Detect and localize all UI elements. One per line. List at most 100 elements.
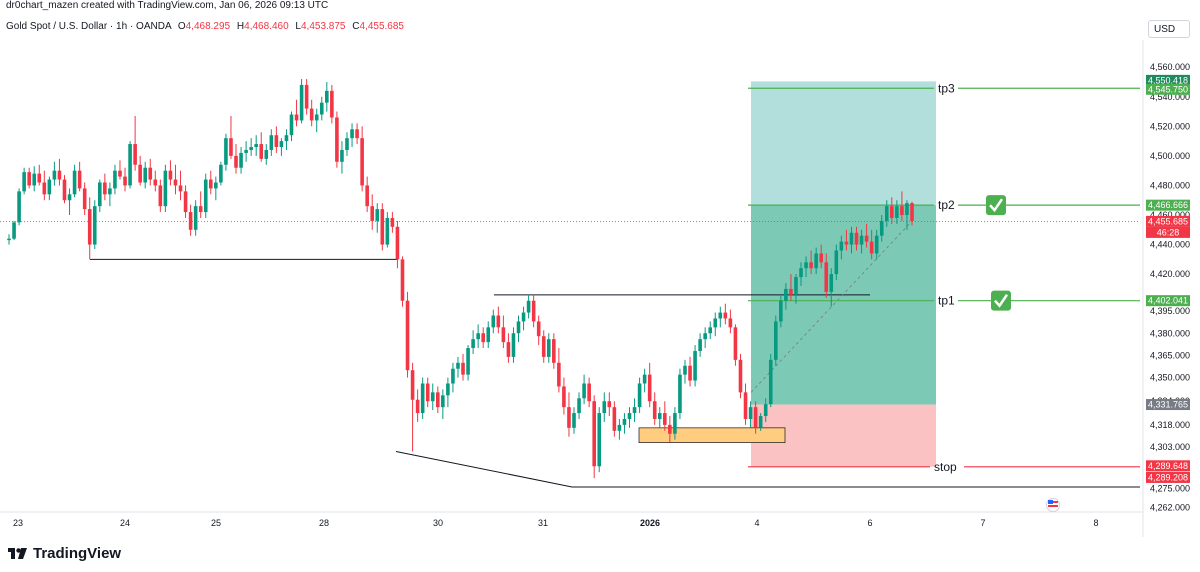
candle [829,268,834,307]
currency-selector[interactable]: USD [1148,20,1190,38]
candle [219,161,223,186]
candle-body [652,401,657,419]
ohlc-low-value: 4,453.875 [300,21,346,32]
candle-body [158,185,163,207]
candle [905,200,909,230]
demand-box [638,427,786,443]
candle-body [183,191,188,213]
candle [541,330,546,363]
candle-body [456,362,460,369]
candle [890,197,894,224]
candle [824,253,829,298]
candle [420,377,425,419]
ohlc-open-value: 4,468.295 [185,21,231,32]
candle-body [405,300,410,371]
candle-body [859,235,864,245]
candle [461,353,465,381]
candle-body [874,235,879,254]
price-label-last-bg [1146,215,1190,227]
candle-body [617,424,622,431]
candle [52,161,57,186]
price-tick: 4,540.000 [1150,92,1190,102]
price-axis[interactable]: 4,560.000 4,540.000 4,520.000 4,500.000 4,48… [1142,40,1190,537]
candle [385,212,390,248]
candle [864,223,869,248]
candle-body [299,84,304,121]
candle [229,115,233,159]
candle [7,234,11,245]
candle-body [622,418,627,425]
candle [103,173,107,201]
check-mark-bg [991,290,1011,311]
candle [133,115,137,171]
candle [87,197,92,260]
candle [713,312,718,337]
time-tick: 2026 [640,518,660,528]
price-tick: 4,560.000 [1150,62,1190,72]
candle-body [355,129,359,139]
candle-body [395,226,400,260]
candle-body [607,401,612,408]
candle-body [294,114,299,121]
price-label-zone-top-bg [1146,74,1190,86]
candle [663,401,667,431]
candle [557,348,561,393]
candle [577,392,581,419]
candle-body [895,206,899,218]
price-label-last: 4,455.685 [1146,215,1190,227]
candle-body [214,182,218,189]
candle [657,407,662,428]
candle [773,315,778,366]
candle-body [844,241,849,245]
candle [269,129,274,156]
candle-body [541,336,546,357]
price-label-tp3: 4,545.750 [1146,83,1190,95]
candle-body [7,238,11,241]
candle-body [415,399,420,414]
candle [274,126,279,153]
price-label-tp2-bg [1146,199,1190,211]
candle-body [910,203,914,221]
candle [289,111,294,142]
candle [214,176,218,201]
price-label-stop-b: 4,289.208 [1146,471,1190,483]
candle-body [557,362,561,387]
time-axis[interactable]: 23 24 25 28 30 31 2026 4 6 7 8 [0,498,1143,529]
candle-body [789,288,793,295]
candle [743,383,748,425]
position-zones [751,81,936,467]
candle-body [234,155,238,168]
candle-body [435,392,440,408]
candle-body [733,327,738,360]
price-label-tp2-text: 4,466.666 [1148,200,1188,210]
price-tick: 4,460.000 [1150,210,1190,220]
candle-body [637,383,642,408]
position-diagonal [750,217,916,393]
candle [143,161,148,189]
annotation-tp1: tp1 [938,294,955,308]
candle [809,250,813,275]
candle-body [32,173,37,186]
candle-body [335,117,339,162]
candle [617,418,622,440]
check-mark-tick [994,293,1009,308]
candle-body [138,164,142,183]
target-zone-active [751,205,936,405]
candle-body [718,312,723,319]
candle-body [819,253,823,263]
candle [501,315,506,349]
candle [703,327,707,349]
candle-body [900,206,904,216]
candle-body [375,209,380,221]
candle-body [567,407,571,428]
candle [546,333,551,363]
candle [723,303,728,325]
candle [309,99,314,127]
candle [350,123,354,148]
candle-body [400,259,405,301]
annotation-stop: stop [934,460,957,474]
candle [72,164,77,198]
candle [506,333,511,363]
candle-body [516,321,521,334]
